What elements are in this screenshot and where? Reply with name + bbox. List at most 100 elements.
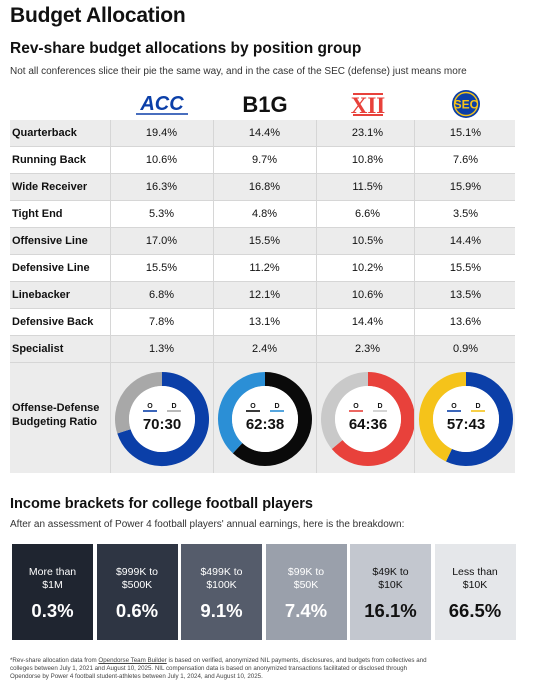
table-cell: 23.1% [351,127,384,139]
bracket-label-line: $99K to [287,566,325,578]
bracket-label: $49K to $10K [350,566,431,592]
bracket-value: 7.4% [284,600,328,621]
offense-label: O [147,403,153,410]
donut-slice [232,372,312,466]
bracket-label-line: $100K [206,579,237,591]
table-cell: 4.8% [251,208,278,220]
donut-slice [418,372,466,462]
donut-slice [445,372,513,466]
table-cell: 13.1% [248,316,281,328]
table-cell: 10.8% [351,154,384,166]
ratio-donut: O D 62:38 [217,371,313,467]
acc-logo-icon: ACC [110,88,213,120]
table-cell: 16.8% [248,181,281,193]
allocation-section-title: Rev-share budget allocations by position… [10,40,362,57]
row-label: Offensive Line [12,235,88,247]
bracket-value: 16.1% [364,600,417,621]
income-section-title: Income brackets for college football pla… [10,496,313,512]
defense-label: D [475,403,480,410]
ratio-value: 62:38 [245,416,283,433]
table-cell: 5.3% [148,208,175,220]
table-cell: 15.1% [449,127,482,139]
table-cell: 15.9% [449,181,482,193]
table-cell: 10.6% [351,289,384,301]
table-cell: 3.5% [452,208,479,220]
table-row: Offensive Line 17.0% 15.5% 10.5% 14.4% [10,228,515,255]
table-cell: 13.6% [449,316,482,328]
bracket-label-line: $999K to [115,566,159,578]
defense-label: D [377,403,382,410]
table-row: Defensive Back 7.8% 13.1% 14.4% 13.6% [10,309,515,336]
opendorse-link[interactable]: Opendorse Team Builder [98,657,167,664]
table-cell: 7.6% [452,154,479,166]
table-cell: 9.7% [251,154,278,166]
table-cell: 15.5% [248,235,281,247]
table-cell: 11.2% [249,262,280,274]
table-row: Linebacker 6.8% 12.1% 10.6% 13.5% [10,282,515,309]
income-brackets: More than $1M 0.3% $999K to $500K 0.6% $499K t… [12,544,516,640]
defense-label: D [274,403,279,410]
big-ten-logo-icon: B1G [213,88,316,120]
table-row: Specialist 1.3% 2.4% 2.3% 0.9% [10,336,515,363]
bracket-label-line: $500K [121,579,153,591]
bracket-value: 0.6% [115,600,159,621]
defense-label: D [171,403,176,410]
column-divider [414,120,415,473]
footnote-line1-rest: is based on verified, anonymized NIL pay… [166,657,427,664]
table-cell: 7.8% [148,316,175,328]
table-cell: 2.4% [251,343,278,355]
donut-slice [114,372,162,434]
footnote-prefix: *Rev-share allocation data from [10,657,99,664]
ratio-value: 64:36 [348,416,386,433]
table-cell: 0.9% [452,343,479,355]
bracket-value: 0.3% [31,600,74,621]
table-cell: 11.5% [352,181,383,193]
income-bracket: $99K to $50K 7.4% [265,544,347,640]
bracket-value: 9.1% [200,600,243,621]
bracket-label: More than $1M [12,566,93,592]
column-divider [316,120,317,473]
table-row: Defensive Line 15.5% 11.2% 10.2% 15.5% [10,255,515,282]
bracket-label: $99K to $50K [266,566,347,592]
row-label: Tight End [12,208,63,220]
footnote-line2: colleges between July 1, 2021 and August… [10,665,408,672]
column-divider [213,120,214,473]
income-bracket: $49K to $10K 16.1% [350,544,431,640]
table-row: Tight End 5.3% 4.8% 6.6% 3.5% [10,201,515,228]
table-cell: 10.5% [351,235,384,247]
donut-slice [217,372,265,454]
row-label: Defensive Back [12,316,94,328]
table-cell: 19.4% [145,127,178,139]
donut-slice [116,372,209,466]
row-label: Running Back [12,154,86,166]
table-cell: 6.8% [148,289,175,301]
table-cell: 15.5% [145,262,178,274]
row-label: Wide Receiver [12,181,88,193]
bracket-label-line: More than [28,566,77,578]
table-cell: 14.4% [351,316,384,328]
table-cell: 6.6% [354,208,381,220]
table-cell: 12.1% [248,289,281,301]
table-cell: 10.2% [351,262,384,274]
bracket-label: Less than $10K [435,566,516,592]
bracket-label-line: $50K [293,579,319,591]
bracket-label: $999K to $500K [97,566,178,592]
income-bracket: $499K to $100K 9.1% [181,544,262,640]
offense-label: O [250,403,256,410]
allocation-section-subtitle: Not all conferences slice their pie the … [10,66,467,77]
ratio-value: 70:30 [142,416,180,433]
bracket-label-line: Less than [452,566,498,578]
ratio-label: Offense-Defense Budgeting Ratio [12,402,100,428]
row-label: Quarterback [12,127,77,139]
offense-label: O [353,403,359,410]
bracket-label-line: $10K [462,579,488,591]
table-row: Running Back 10.6% 9.7% 10.8% 7.6% [10,147,515,174]
table-row: Quarterback 19.4% 14.4% 23.1% 15.1% [10,120,515,147]
table-cell: 10.6% [145,154,178,166]
bracket-label: $499K to $100K [181,566,262,592]
sec-logo-icon: SEC [414,88,517,120]
ratio-donut: O D 57:43 [418,371,514,467]
bracket-label-line: $49K to [372,566,409,578]
offense-label: O [451,403,457,410]
row-label: Specialist [12,343,64,355]
